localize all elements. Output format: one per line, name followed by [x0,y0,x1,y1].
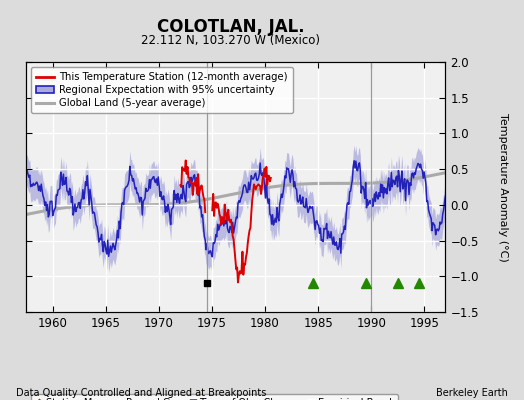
Text: 22.112 N, 103.270 W (Mexico): 22.112 N, 103.270 W (Mexico) [141,34,320,47]
Legend: Station Move, Record Gap, Time of Obs. Change, Empirical Break: Station Move, Record Gap, Time of Obs. C… [31,394,398,400]
Y-axis label: Temperature Anomaly (°C): Temperature Anomaly (°C) [498,113,508,261]
Text: Berkeley Earth: Berkeley Earth [436,388,508,398]
Text: Data Quality Controlled and Aligned at Breakpoints: Data Quality Controlled and Aligned at B… [16,388,266,398]
Text: COLOTLAN, JAL.: COLOTLAN, JAL. [157,18,304,36]
